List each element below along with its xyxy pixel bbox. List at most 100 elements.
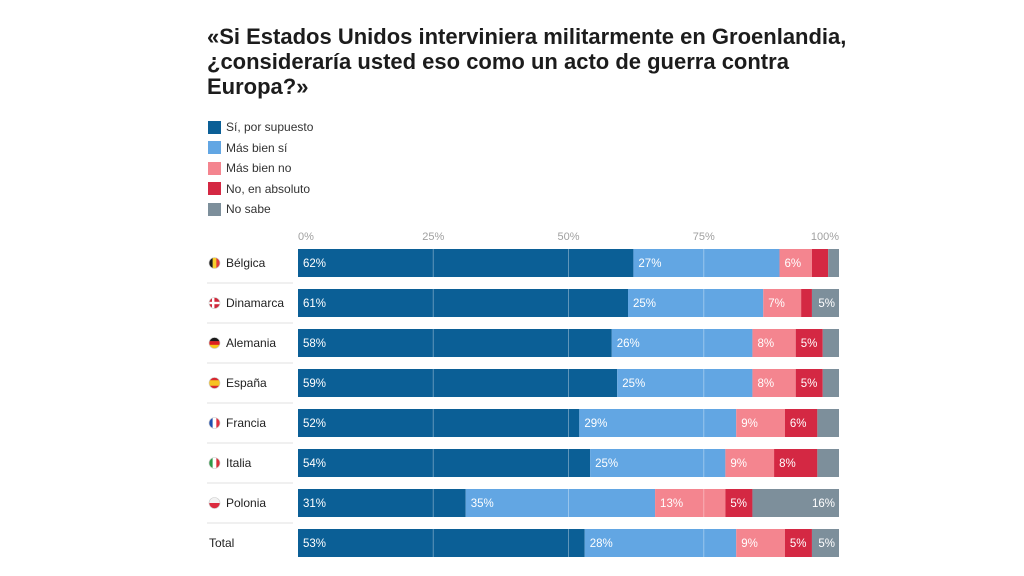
x-tick-label: 50% bbox=[557, 231, 579, 243]
legend-label: Sí, por supuesto bbox=[226, 120, 314, 135]
data-label: 29% bbox=[584, 418, 607, 430]
data-label: 26% bbox=[617, 338, 640, 350]
bar-segment bbox=[298, 289, 629, 317]
data-label: 6% bbox=[790, 418, 807, 430]
legend-item-no-sabe: No sabe bbox=[208, 199, 313, 220]
data-label: 9% bbox=[730, 458, 747, 470]
data-label: 31% bbox=[303, 498, 326, 510]
bar-segment bbox=[784, 409, 818, 437]
data-label: 5% bbox=[818, 298, 835, 310]
data-label: 5% bbox=[730, 498, 747, 510]
x-tick-label: 0% bbox=[298, 231, 314, 243]
bar-segment bbox=[752, 329, 796, 357]
row-label: Dinamarca bbox=[226, 296, 284, 310]
bar-segment bbox=[736, 529, 785, 557]
data-label: 54% bbox=[303, 458, 326, 470]
bar-segment bbox=[822, 329, 839, 357]
data-label: 5% bbox=[801, 378, 818, 390]
bar-segment bbox=[795, 329, 823, 357]
data-label: 61% bbox=[303, 298, 326, 310]
data-label: 5% bbox=[790, 538, 807, 550]
row-label: Alemania bbox=[226, 336, 276, 350]
bar-segment bbox=[736, 409, 785, 437]
x-tick-label: 25% bbox=[422, 231, 444, 243]
bar-segment bbox=[298, 369, 618, 397]
legend-label: Más bien sí bbox=[226, 140, 288, 155]
bar-segment bbox=[633, 249, 780, 277]
data-label: 53% bbox=[303, 538, 326, 550]
data-label: 9% bbox=[741, 418, 758, 430]
legend-swatch bbox=[208, 182, 221, 196]
bar-segment bbox=[611, 329, 753, 357]
bar-segment bbox=[774, 449, 818, 477]
data-label: 8% bbox=[757, 378, 774, 390]
bar-segment bbox=[298, 489, 466, 517]
row-label: Francia bbox=[226, 416, 266, 430]
france-flag-icon bbox=[208, 417, 221, 429]
data-label: 16% bbox=[812, 498, 835, 510]
bar-segment bbox=[811, 529, 839, 557]
bar-segment bbox=[784, 529, 812, 557]
data-label: 9% bbox=[741, 538, 758, 550]
bar-segment bbox=[298, 449, 591, 477]
data-label: 62% bbox=[303, 258, 326, 270]
bar-segment bbox=[817, 409, 839, 437]
italy-flag-icon bbox=[208, 457, 221, 469]
bar-segment bbox=[617, 369, 753, 397]
data-label: 28% bbox=[590, 538, 613, 550]
denmark-flag-icon bbox=[208, 297, 221, 309]
row-label: Total bbox=[209, 536, 234, 550]
bar-segment bbox=[628, 289, 764, 317]
row-label: España bbox=[226, 376, 267, 390]
row-label: Polonia bbox=[226, 496, 266, 510]
bar-segment bbox=[763, 289, 802, 317]
spain-flag-icon bbox=[208, 377, 221, 389]
legend-label: No sabe bbox=[226, 202, 271, 217]
legend-item-mas-bien-no: Más bien no bbox=[208, 158, 313, 179]
bar-segment bbox=[579, 409, 737, 437]
legend-swatch bbox=[208, 161, 221, 175]
bar-segment bbox=[752, 489, 839, 517]
chart-title: «Si Estados Unidos interviniera militarm… bbox=[207, 24, 847, 99]
data-label: 35% bbox=[471, 498, 494, 510]
bar-segment bbox=[725, 449, 775, 477]
legend-item-mas-bien-si: Más bien sí bbox=[208, 138, 313, 159]
row-label: Italia bbox=[226, 456, 252, 470]
poland-flag-icon bbox=[208, 497, 221, 509]
bar-segment bbox=[801, 289, 812, 317]
bar-segment bbox=[811, 289, 839, 317]
bar-segment bbox=[795, 369, 823, 397]
data-label: 13% bbox=[660, 498, 683, 510]
data-label: 58% bbox=[303, 338, 326, 350]
data-label: 25% bbox=[633, 298, 656, 310]
bar-segment bbox=[584, 529, 737, 557]
data-label: 5% bbox=[801, 338, 818, 350]
bar-segment bbox=[298, 249, 634, 277]
bar-segment bbox=[298, 329, 612, 357]
bar-segment bbox=[822, 369, 839, 397]
germany-flag-icon bbox=[208, 337, 221, 349]
data-label: 6% bbox=[784, 258, 801, 270]
bar-segment bbox=[752, 369, 796, 397]
legend: Sí, por supuesto Más bien sí Más bien no… bbox=[208, 117, 313, 220]
data-label: 59% bbox=[303, 378, 326, 390]
legend-swatch bbox=[208, 202, 221, 216]
data-label: 25% bbox=[622, 378, 645, 390]
legend-label: No, en absoluto bbox=[226, 181, 311, 196]
bar-segment bbox=[298, 529, 585, 557]
legend-swatch bbox=[208, 120, 221, 134]
x-tick-label: 100% bbox=[811, 231, 839, 243]
x-tick-label: 75% bbox=[693, 231, 715, 243]
bar-segment bbox=[465, 489, 656, 517]
data-label: 7% bbox=[768, 298, 785, 310]
legend-item-si-por-supuesto: Sí, por supuesto bbox=[208, 117, 313, 138]
belgium-flag-icon bbox=[208, 257, 221, 269]
bar-segment bbox=[655, 489, 726, 517]
legend-item-no-en-absoluto: No, en absoluto bbox=[208, 179, 313, 200]
legend-swatch bbox=[208, 141, 221, 155]
bar-segment bbox=[725, 489, 753, 517]
bar-segment bbox=[811, 249, 829, 277]
data-label: 8% bbox=[757, 338, 774, 350]
row-label: Bélgica bbox=[226, 256, 266, 270]
